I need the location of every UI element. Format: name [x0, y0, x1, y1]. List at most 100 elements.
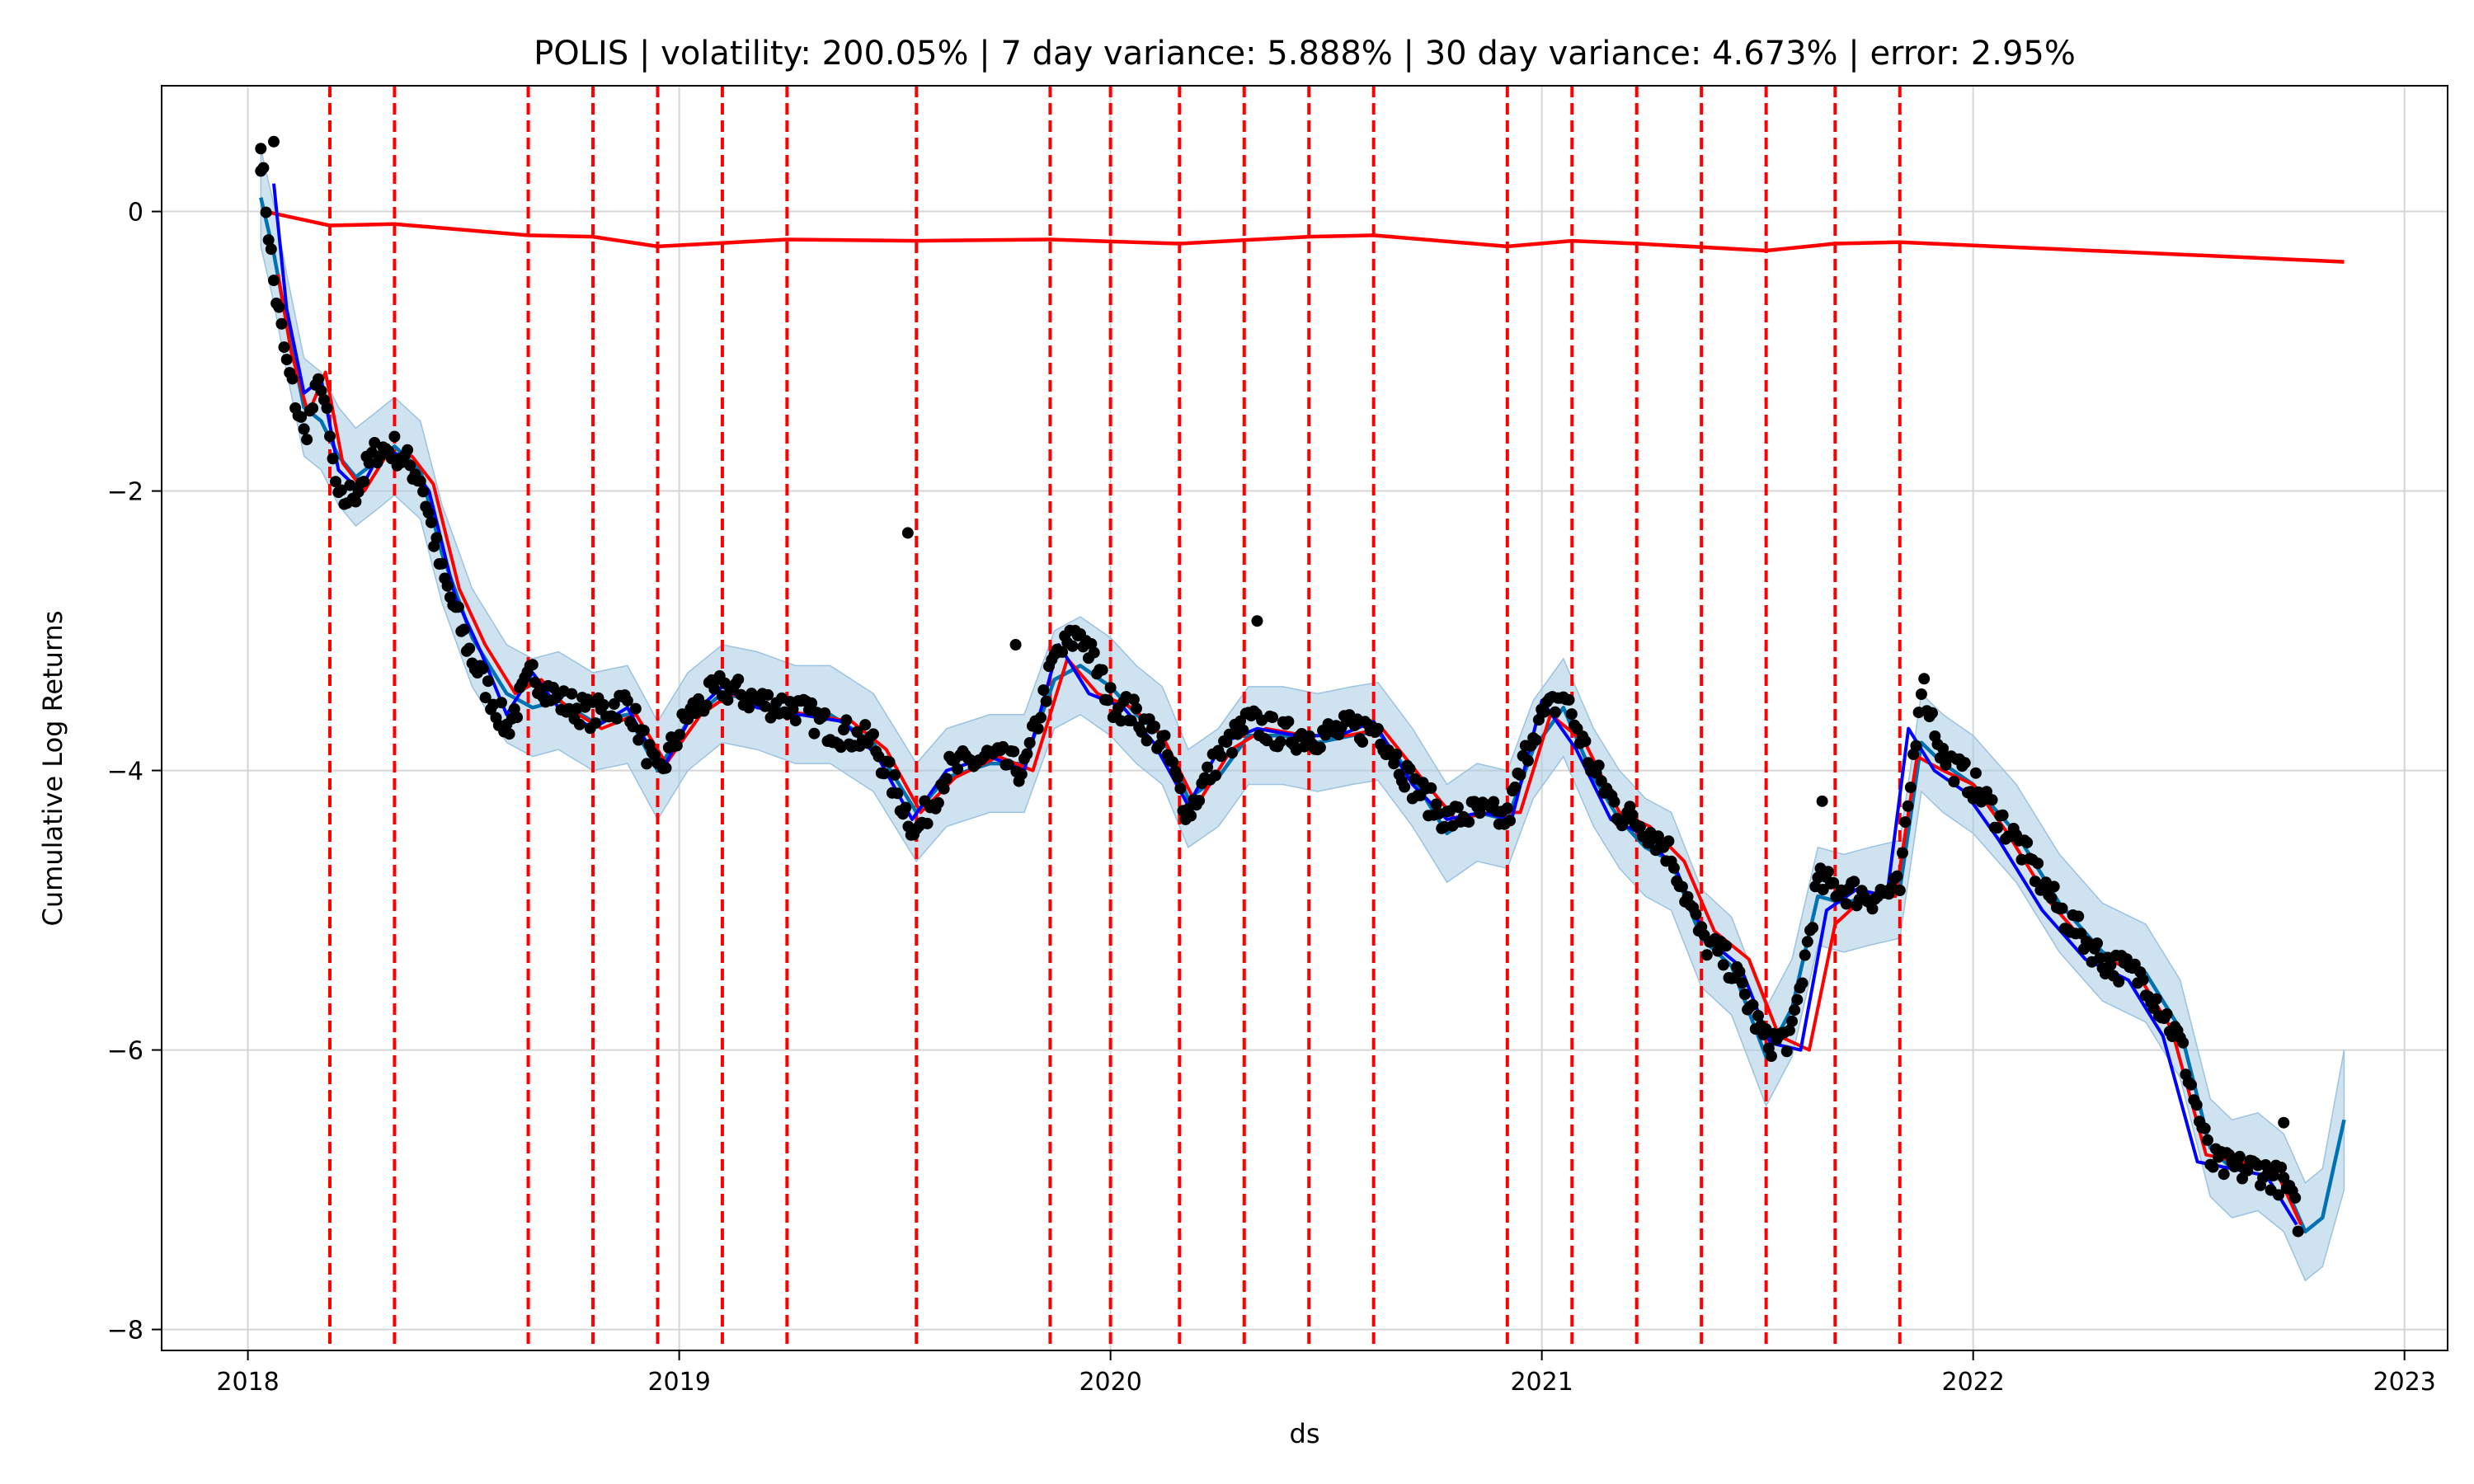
observed-point-59 [417, 486, 430, 498]
observed-point-284 [1021, 748, 1033, 760]
observed-point-332 [1149, 721, 1160, 733]
observed-point-360 [1223, 728, 1235, 740]
observed-point-511 [1626, 809, 1639, 821]
observed-point-759 [2289, 1191, 2302, 1204]
observed-point-127 [597, 698, 609, 711]
observed-point-9 [278, 341, 290, 354]
observed-point-277 [1002, 758, 1014, 771]
observed-point-132 [611, 712, 623, 725]
observed-point-25 [324, 430, 336, 443]
observed-point-379 [1274, 735, 1286, 748]
observed-point-314 [1102, 694, 1114, 707]
observed-point-575 [1796, 977, 1808, 989]
observed-point-738 [2233, 1150, 2246, 1162]
observed-point-592 [1840, 898, 1852, 910]
observed-point-10 [280, 354, 293, 366]
observed-point-1 [257, 162, 270, 174]
observed-point-755 [2278, 1172, 2290, 1184]
observed-point-285 [1023, 737, 1036, 749]
observed-point-726 [2202, 1134, 2213, 1146]
observed-point-446 [1451, 801, 1464, 814]
observed-point-702 [2137, 974, 2149, 986]
observed-point-58 [414, 475, 426, 487]
observed-point-224 [859, 719, 872, 731]
observed-point-472 [1522, 754, 1534, 767]
trend-line [265, 209, 2345, 264]
observed-point-136 [621, 694, 633, 707]
observed-point-342 [1174, 782, 1187, 795]
observed-point-556 [1747, 998, 1759, 1011]
observed-point-693 [2113, 975, 2125, 988]
x-axis-ticks: 2018 2019 2020 2021 2022 2023 [216, 1350, 2436, 1397]
observed-point-636 [1959, 757, 1971, 769]
x-axis-label: ds [1290, 1418, 1320, 1449]
observed-point-467 [1509, 781, 1522, 793]
observed-point-478 [1538, 706, 1550, 718]
observed-point-48 [388, 430, 401, 443]
observed-point-553 [1738, 989, 1751, 1000]
observed-point-139 [629, 702, 642, 715]
observed-point-2 [260, 206, 272, 218]
observed-point-29 [335, 484, 347, 496]
y-tick-label-2: −4 [107, 758, 143, 787]
observed-point-685 [2091, 937, 2103, 950]
x-tick-label-2018: 2018 [216, 1368, 279, 1397]
observed-point-488 [1565, 708, 1578, 721]
observed-point-722 [2190, 1099, 2203, 1111]
observed-point-72 [452, 601, 464, 613]
observed-point-602 [1866, 903, 1879, 915]
observed-point-26 [327, 453, 339, 465]
observed-point-22 [315, 385, 327, 397]
observed-point-27 [330, 476, 341, 488]
observed-point-66 [436, 557, 448, 570]
observed-point-291 [1040, 695, 1052, 707]
observed-point-329 [1141, 735, 1153, 747]
observed-point-312 [1096, 664, 1108, 676]
observed-point-227 [868, 728, 879, 740]
observed-point-24 [321, 402, 333, 414]
observed-point-198 [789, 715, 802, 727]
observed-point-231 [878, 768, 891, 780]
observed-point-177 [732, 674, 745, 686]
observed-outlier-6 [255, 143, 267, 155]
plot-frame [161, 85, 2448, 1351]
observed-point-205 [808, 727, 821, 740]
observed-point-539 [1700, 949, 1713, 961]
observed-outlier-2 [1251, 615, 1263, 627]
y-axis-label: Cumulative Log Returns [37, 611, 68, 927]
observed-point-4 [265, 243, 277, 256]
observed-point-115 [566, 688, 578, 700]
observed-point-410 [1357, 735, 1369, 748]
observed-point-258 [952, 763, 963, 775]
observed-point-611 [1891, 870, 1903, 882]
observed-point-613 [1897, 847, 1908, 859]
observed-point-527 [1667, 862, 1680, 874]
observed-point-88 [496, 697, 507, 709]
observed-point-521 [1652, 830, 1664, 843]
observed-point-595 [1848, 876, 1860, 888]
observed-point-459 [1488, 796, 1500, 808]
observed-point-423 [1390, 749, 1403, 760]
observed-point-91 [503, 728, 515, 740]
observed-point-728 [2207, 1161, 2219, 1173]
observed-point-558 [1752, 1010, 1764, 1021]
observed-point-181 [743, 702, 755, 714]
observed-point-62 [425, 516, 437, 528]
observed-outlier-4 [2278, 1116, 2290, 1129]
observed-point-39 [363, 457, 375, 469]
observed-point-628 [1937, 742, 1950, 754]
observed-point-577 [1801, 936, 1813, 948]
observed-point-576 [1799, 949, 1811, 961]
observed-point-309 [1088, 646, 1100, 659]
observed-point-352 [1202, 761, 1214, 773]
observed-point-614 [1899, 816, 1912, 829]
observed-point-3 [262, 234, 275, 247]
observed-point-615 [1902, 800, 1914, 812]
observed-point-188 [762, 688, 774, 701]
observed-point-663 [2032, 857, 2044, 870]
observed-point-19 [307, 402, 319, 415]
observed-point-68 [441, 580, 454, 592]
x-tick-label-2022: 2022 [1941, 1368, 2004, 1397]
observed-point-612 [1893, 885, 1906, 896]
observed-point-571 [1786, 1015, 1798, 1027]
